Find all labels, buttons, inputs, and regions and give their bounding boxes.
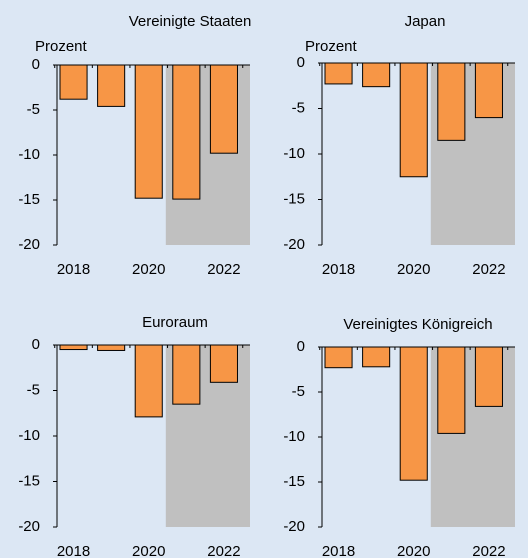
panel-title: Vereinigtes Königreich [343,316,492,333]
x-tick-label: 2018 [57,543,90,558]
y-tick-label: -5 [27,101,40,118]
y-tick-label: 0 [297,338,305,355]
bar [399,62,428,178]
x-tick-label: 2020 [397,261,430,278]
bar [97,64,126,107]
y-tick-label: -15 [18,191,40,208]
bar [324,62,353,85]
bar [134,344,163,418]
y-tick-label: 0 [32,56,40,73]
bar [474,346,503,407]
bar [437,346,466,434]
y-tick-label: -5 [292,383,305,400]
bar [97,344,126,351]
x-tick-label: 2022 [472,543,505,558]
y-tick-label: -20 [18,518,40,535]
bar [474,62,503,119]
y-tick-label: 0 [297,54,305,71]
panel-title: Vereinigte Staaten [129,13,252,30]
bar [437,62,466,141]
x-tick-label: 2022 [207,543,240,558]
y-tick-label: -10 [18,427,40,444]
y-tick-label: -5 [292,99,305,116]
bar [324,346,353,369]
panel-title: Euroraum [142,314,208,331]
y-axis-label: Prozent [35,38,88,55]
bar [362,62,391,88]
x-tick-label: 2020 [132,261,165,278]
x-tick-label: 2022 [472,261,505,278]
x-tick-label: 2018 [57,261,90,278]
bar [172,344,201,405]
y-tick-label: -20 [18,236,40,253]
y-tick-label: -20 [283,236,305,253]
y-axis-label: Prozent [305,38,358,55]
bar [209,64,238,154]
bar [209,344,238,383]
panel-title: Japan [405,13,446,30]
x-tick-label: 2018 [322,543,355,558]
y-tick-label: 0 [32,336,40,353]
y-tick-label: -15 [18,472,40,489]
bar [362,346,391,368]
x-tick-label: 2020 [397,543,430,558]
x-tick-label: 2018 [322,261,355,278]
bar [59,344,88,351]
y-tick-label: -10 [18,146,40,163]
y-tick-label: -10 [283,145,305,162]
bar [59,64,88,100]
x-tick-label: 2022 [207,261,240,278]
x-tick-label: 2020 [132,543,165,558]
bar [399,346,428,481]
y-tick-label: -15 [283,190,305,207]
bar [172,64,201,200]
y-tick-label: -20 [283,518,305,535]
y-tick-label: -15 [283,473,305,490]
bar [134,64,163,199]
y-tick-label: -5 [27,381,40,398]
y-tick-label: -10 [283,428,305,445]
